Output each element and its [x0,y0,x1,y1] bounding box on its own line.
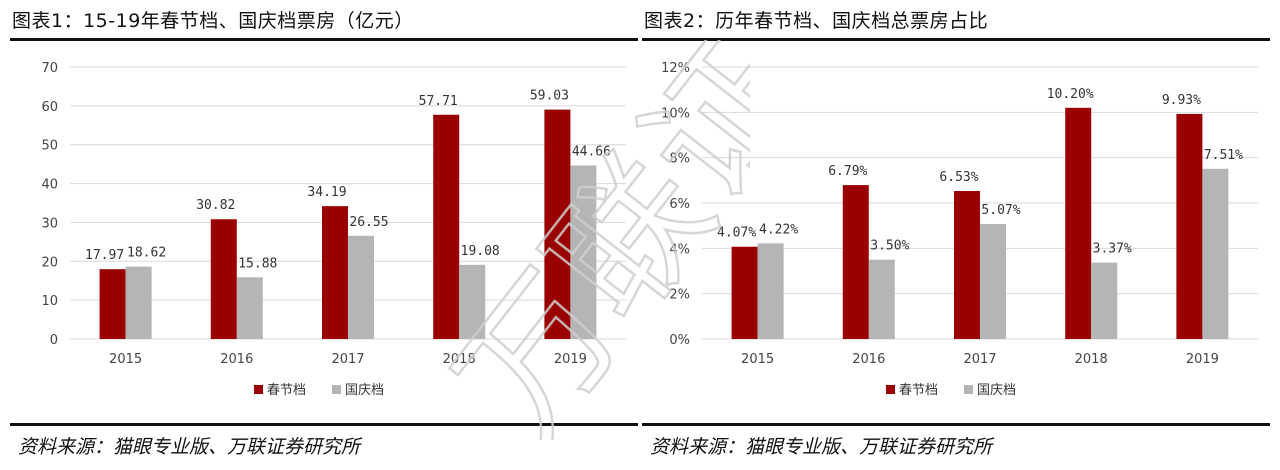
source-rule [642,423,1270,426]
legend-swatch [332,385,341,394]
bar [842,185,869,339]
bar [980,224,1006,339]
legend-swatch [886,385,895,394]
data-label: 7.51% [1204,148,1243,163]
legend-label: 国庆档 [977,383,1016,398]
y-tick-label: 40 [41,178,58,193]
legend-label: 春节档 [899,383,938,398]
y-tick-label: 0% [669,333,690,348]
bar [1091,262,1118,339]
data-label: 5.07% [981,203,1020,218]
data-label: 4.22% [759,222,798,237]
y-tick-label: 70 [41,61,58,76]
y-tick-label: 0 [50,333,58,348]
y-tick-label: 50 [41,139,58,154]
data-label: 30.82 [196,198,235,213]
source-rule [10,423,638,426]
data-label: 26.55 [349,215,388,230]
bar [210,219,237,339]
x-tick-label: 2019 [1186,352,1219,367]
bar [322,206,348,339]
y-tick-label: 8% [669,152,690,167]
y-tick-label: 12% [661,61,690,76]
source-note: 资料来源：猫眼专业版、万联证券研究所 [18,436,361,458]
title-rule [642,38,1270,41]
bar [1065,107,1092,339]
y-tick-label: 60 [41,100,58,115]
chart-title: 图表1：15-19年春节档、国庆档票房（亿元） [12,10,414,32]
x-tick-label: 2016 [852,352,885,367]
bar [757,243,784,339]
x-tick-label: 2018 [443,352,476,367]
x-tick-label: 2016 [220,352,253,367]
x-tick-label: 2017 [331,352,364,367]
data-label: 59.03 [530,89,569,104]
legend-label: 春节档 [267,383,306,398]
data-label: 34.19 [307,185,346,200]
data-label: 3.37% [1093,242,1132,257]
data-label: 57.71 [419,94,458,109]
title-rule [10,38,638,41]
data-label: 4.07% [717,226,756,241]
bar [868,259,895,339]
bar [459,264,486,339]
y-tick-label: 30 [41,216,58,231]
x-tick-label: 2017 [963,352,996,367]
data-label: 15.88 [238,256,277,271]
bar-chart-box-office: 0 10 20 30 40 50 60 70 17.97 18.62 2015 30.82 15.88 2… [41,61,626,398]
y-tick-label: 10 [41,294,58,309]
legend-swatch [254,385,263,394]
data-label: 3.50% [870,239,909,254]
bar [236,277,263,339]
data-label: 10.20% [1047,87,1094,102]
data-label: 19.08 [461,244,500,259]
bar [1202,168,1229,339]
data-label: 18.62 [127,246,166,261]
x-tick-label: 2019 [554,352,587,367]
y-tick-label: 20 [41,255,58,270]
bar [433,114,460,339]
bar [954,190,980,339]
data-label: 17.97 [85,248,124,263]
bar [99,269,126,339]
y-tick-label: 4% [669,242,690,257]
bar [125,266,152,339]
data-label: 6.79% [828,164,867,179]
y-tick-label: 6% [669,197,690,212]
bar [731,246,758,339]
data-label: 44.66 [572,144,611,159]
bar [570,165,597,339]
y-tick-label: 2% [669,288,690,303]
legend-label: 国庆档 [345,383,384,398]
y-tick-label: 10% [661,106,690,121]
x-tick-label: 2015 [109,352,142,367]
bar [1176,113,1203,339]
bar [348,235,374,339]
chart-title: 图表2：历年春节档、国庆档总票房占比 [644,10,989,32]
source-note: 资料来源：猫眼专业版、万联证券研究所 [650,436,993,458]
legend-swatch [964,385,973,394]
chart-panel-2: 图表2：历年春节档、国庆档总票房占比 0% 2% 4% 6% 8% 10% 12% 4.07%… [642,0,1270,470]
x-tick-label: 2015 [741,352,774,367]
data-label: 9.93% [1162,93,1201,108]
bar-chart-share: 0% 2% 4% 6% 8% 10% 12% 4.07% 4.22% 2015 6.79% 3.50%… [661,61,1258,398]
x-tick-label: 2018 [1075,352,1108,367]
bar [544,109,571,340]
data-label: 6.53% [939,170,978,185]
chart-panel-1: 图表1：15-19年春节档、国庆档票房（亿元） 0 10 20 30 40 50 60 70 1… [10,0,638,470]
